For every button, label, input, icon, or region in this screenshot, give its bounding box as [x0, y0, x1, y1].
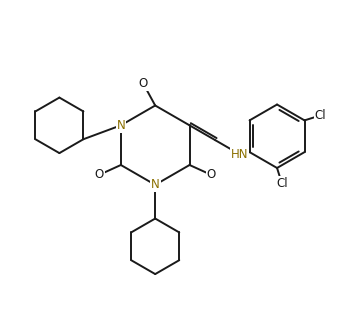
Text: HN: HN: [231, 148, 248, 161]
Text: O: O: [139, 77, 148, 90]
Text: N: N: [151, 178, 159, 191]
Text: Cl: Cl: [276, 177, 288, 190]
Text: O: O: [207, 168, 216, 182]
Text: Cl: Cl: [315, 109, 326, 122]
Text: N: N: [117, 119, 125, 132]
Text: O: O: [94, 168, 104, 182]
